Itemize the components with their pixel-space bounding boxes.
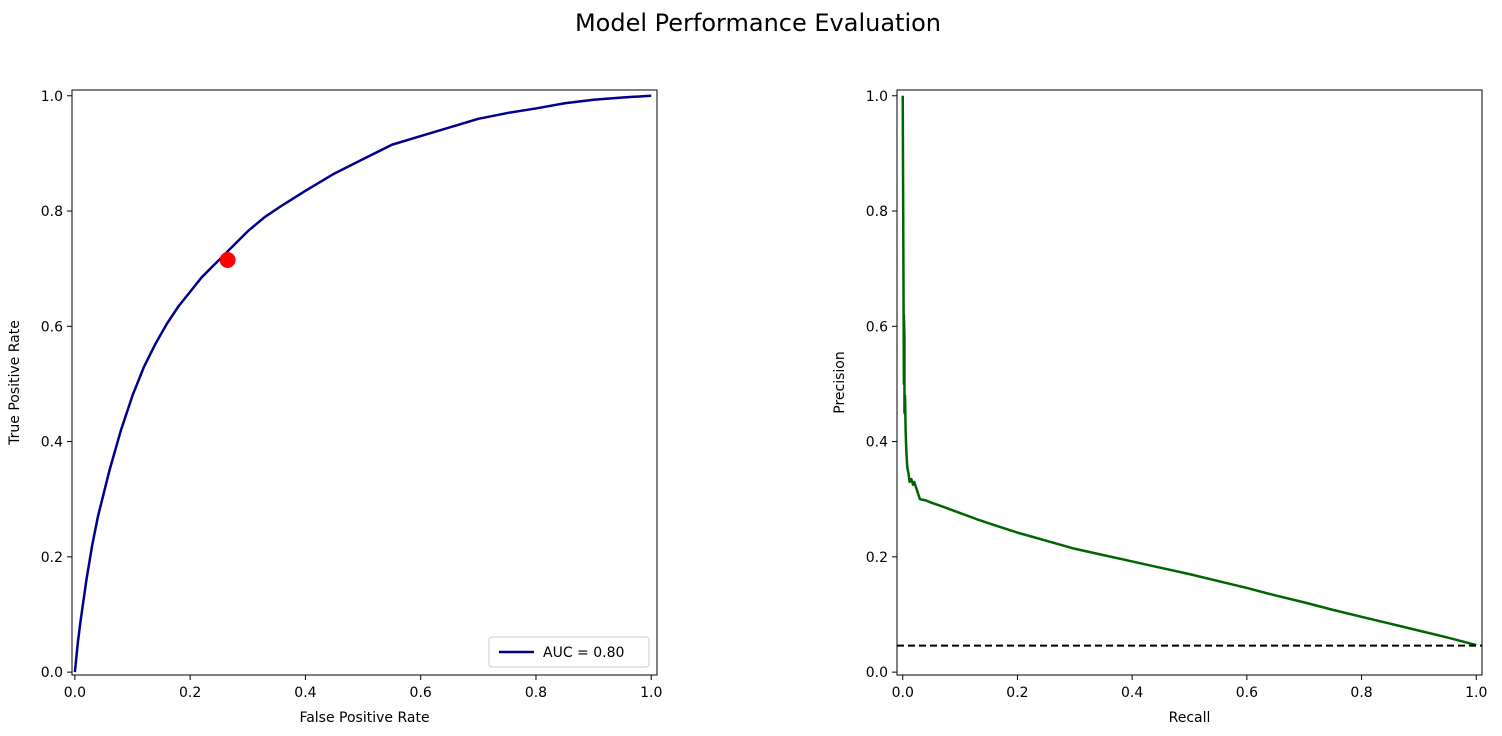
roc-y-tick-label-1: 0.2: [41, 550, 63, 566]
figure-title: Model Performance Evaluation: [575, 9, 941, 37]
roc-y-tick-label-3: 0.6: [41, 319, 63, 335]
roc-series-line-0: [73, 94, 652, 673]
pr-plot-frame: [896, 89, 1483, 676]
roc-x-tick-label-4: 0.8: [525, 685, 547, 701]
roc-y-tick-label-0: 0.0: [41, 665, 63, 681]
pr-y-tick-label-0: 0.0: [866, 665, 888, 681]
roc-y-tick-label-5: 1.0: [41, 89, 63, 105]
roc-legend-box: [488, 636, 650, 668]
pr-x-tick-label-2: 0.4: [1121, 685, 1143, 701]
roc-operating-point-0: [219, 252, 236, 269]
roc-y-tick-label-4: 0.8: [41, 204, 63, 220]
pr-y-axis-label: Precision: [832, 351, 848, 413]
pr-y-tick-label-4: 0.8: [866, 204, 888, 220]
roc-x-tick-label-3: 0.6: [410, 685, 432, 701]
pr-chart: Recall Precision 0.0 0.2 0.4 0.6 0.8 1.0 0.0 0.…: [832, 89, 1487, 726]
roc-x-tick-label-0: 0.0: [64, 685, 86, 701]
roc-chart: False Positive Rate True Positive Rate 0…: [7, 89, 662, 726]
roc-plot-frame: [71, 89, 658, 676]
pr-y-tick-label-5: 1.0: [866, 89, 888, 105]
roc-y-tick-label-2: 0.4: [41, 435, 63, 451]
pr-x-tick-label-5: 1.0: [1465, 685, 1487, 701]
roc-y-axis-label: True Positive Rate: [7, 320, 23, 446]
pr-series-line-0: [901, 95, 1477, 647]
pr-x-tick-label-0: 0.0: [892, 685, 914, 701]
pr-x-tick-label-4: 0.8: [1350, 685, 1372, 701]
pr-y-tick-label-1: 0.2: [866, 550, 888, 566]
pr-y-tick-label-2: 0.4: [866, 435, 888, 451]
roc-x-tick-label-2: 0.4: [294, 685, 316, 701]
roc-x-axis-label: False Positive Rate: [299, 710, 429, 726]
roc-x-tick-label-1: 0.2: [179, 685, 201, 701]
pr-x-tick-label-1: 0.2: [1006, 685, 1028, 701]
pr-x-tick-label-3: 0.6: [1236, 685, 1258, 701]
roc-legend-label: AUC = 0.80: [543, 645, 624, 661]
pr-y-tick-label-3: 0.6: [866, 319, 888, 335]
pr-x-axis-label: Recall: [1169, 710, 1211, 726]
roc-x-tick-label-5: 1.0: [640, 685, 662, 701]
